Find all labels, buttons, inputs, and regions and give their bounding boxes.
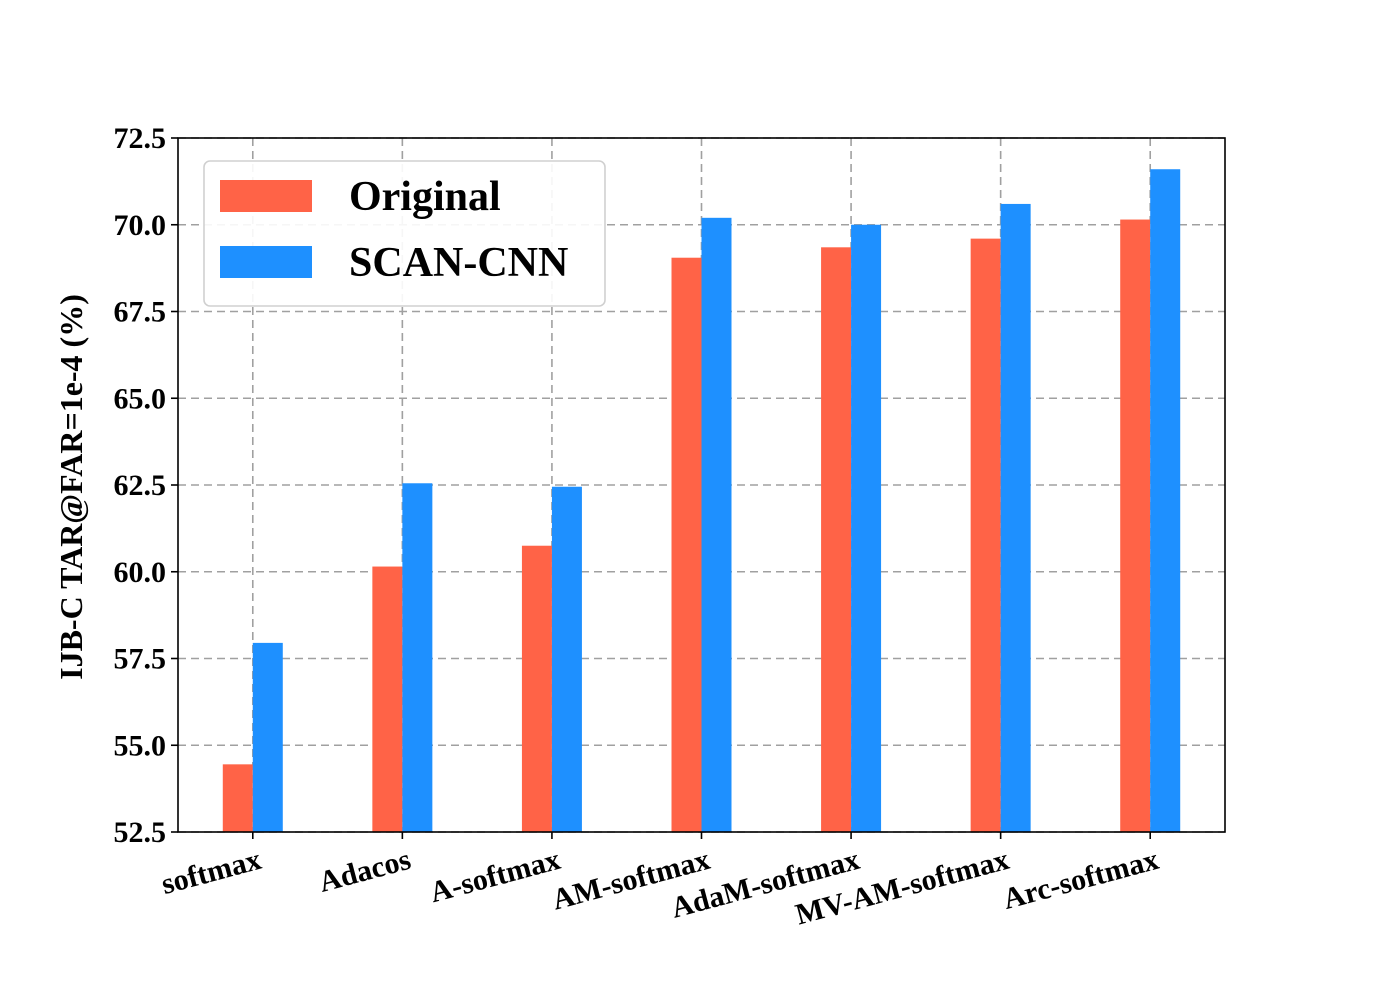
legend: Original SCAN-CNN — [203, 160, 606, 307]
bar-scan-cnn-mv-am-softmax — [1000, 203, 1031, 832]
bar-scan-cnn-adam-softmax — [851, 224, 882, 832]
y-tick-label: 72.5 — [114, 122, 167, 155]
legend-label: SCAN-CNN — [349, 240, 568, 286]
y-tick-label: 62.5 — [114, 469, 167, 502]
bars — [222, 169, 1181, 833]
y-tick-label: 65.0 — [114, 382, 167, 415]
bar-original-adacos — [372, 566, 403, 832]
x-tick-label: Arc-softmax — [1000, 843, 1163, 916]
bar-scan-cnn-am-softmax — [701, 217, 732, 832]
y-tick-label: 55.0 — [114, 729, 167, 762]
bar-scan-cnn-softmax — [252, 642, 283, 832]
bar-original-mv-am-softmax — [970, 238, 1001, 832]
bar-scan-cnn-adacos — [402, 483, 433, 832]
bar-original-am-softmax — [671, 257, 702, 833]
bar-scan-cnn-arc-softmax — [1150, 169, 1181, 833]
x-tick-label: softmax — [158, 843, 265, 901]
y-tick-label: 70.0 — [114, 209, 167, 242]
y-tick-label: 57.5 — [114, 643, 167, 676]
legend-label: Original — [349, 174, 501, 220]
y-axis-ticks: 52.5 55.0 57.5 60.0 62.5 65.0 67.5 70.0 72.5 — [114, 122, 178, 849]
bar-original-adam-softmax — [821, 247, 852, 832]
x-axis-ticks: softmax Adacos A-softmaxAM-softmaxAdaM-sof… — [158, 832, 1162, 932]
legend-swatch — [220, 246, 312, 278]
x-tick-label: A-softmax — [426, 843, 563, 909]
y-tick-label: 67.5 — [114, 296, 167, 329]
legend-swatch — [220, 180, 312, 212]
y-tick-label: 52.5 — [114, 816, 167, 849]
bar-original-softmax — [222, 764, 253, 832]
bar-original-a-softmax — [521, 545, 552, 832]
y-tick-label: 60.0 — [114, 556, 167, 589]
bar-original-arc-softmax — [1120, 219, 1151, 833]
bar-scan-cnn-a-softmax — [551, 486, 582, 832]
y-axis-label: IJB-C TAR@FAR=1e-4 (%) — [53, 294, 89, 680]
x-tick-label: Adacos — [315, 843, 414, 899]
